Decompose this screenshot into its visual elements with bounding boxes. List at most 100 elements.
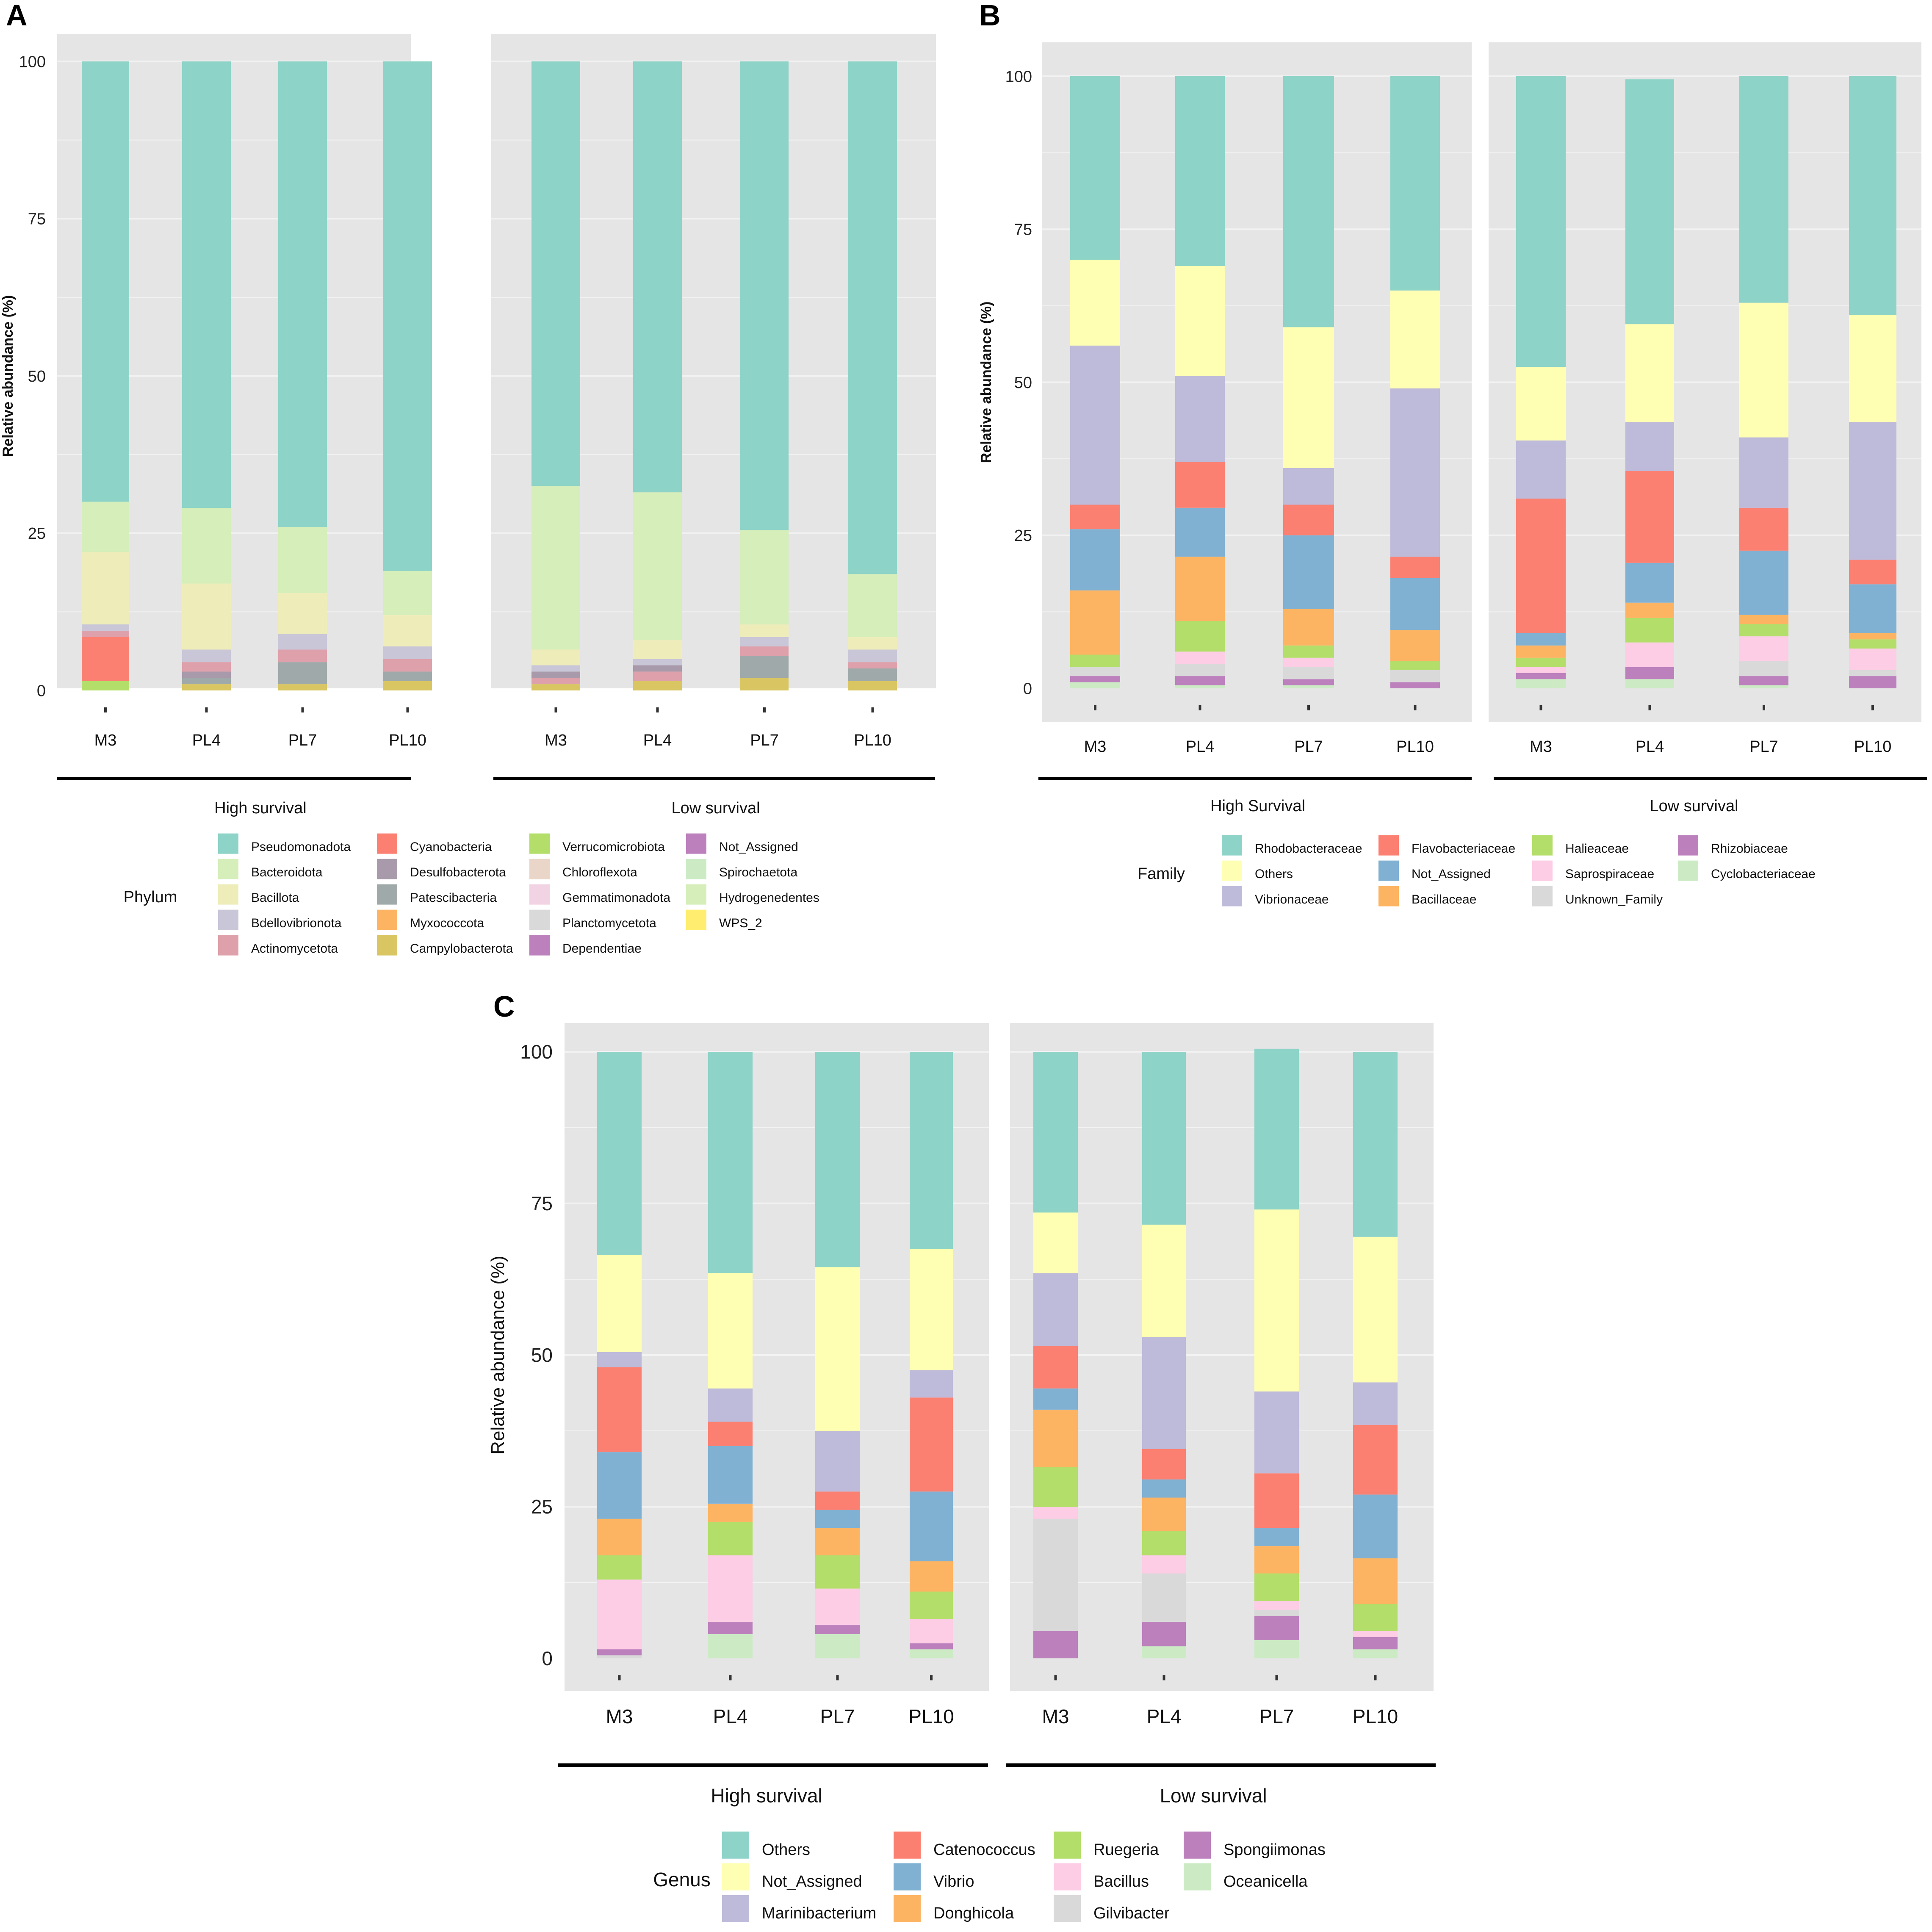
bar-segment-patescibacteria	[278, 662, 327, 685]
bar-segment-marinibacterium	[910, 1370, 953, 1398]
bar-segment-halieaceae	[1390, 660, 1440, 670]
bar-segment-saprospiraceae	[1739, 636, 1788, 661]
bar-segment-spongiimonas	[597, 1649, 642, 1655]
bar-segment-catenococcus	[708, 1422, 753, 1446]
bar-segment-not-assigned	[1142, 1225, 1186, 1337]
bar-segment-bacteroidota	[633, 492, 682, 640]
bar-segment-actinomycetota	[633, 671, 682, 681]
bar-segment-rhizobiaceae	[1516, 673, 1566, 679]
legend-swatch	[894, 1895, 921, 1922]
bar-segment-bacteroidota	[278, 527, 327, 593]
bar-segment-not-assigned	[1739, 550, 1788, 615]
y-axis-title: Relative abundance (%)	[978, 302, 994, 463]
bar-segment-spongiimonas	[1353, 1637, 1398, 1649]
bar-segment-donghicola	[1353, 1558, 1398, 1604]
legend-label: Chloroflexota	[562, 865, 637, 879]
bar-segment-donghicola	[815, 1528, 860, 1555]
bar-segment-rhodobacteraceae	[1283, 76, 1334, 327]
x-tick-label: PL10	[854, 732, 891, 749]
bar-segment-others	[1739, 302, 1788, 438]
legend-swatch	[377, 833, 397, 854]
bar-segment-ruegeria	[910, 1591, 953, 1619]
bar-segment-bacillaceae	[1070, 590, 1120, 655]
legend-label: Vibrionaceae	[1255, 893, 1329, 906]
x-tick-label: PL4	[1636, 738, 1664, 756]
bar-segment-spongiimonas	[815, 1625, 860, 1634]
legend-label: Bacillus	[1093, 1873, 1149, 1890]
bar-segment-catenococcus	[1033, 1346, 1078, 1389]
bar-segment-others	[1353, 1052, 1398, 1237]
bar-segment-unknown-family	[1283, 667, 1334, 679]
bar-segment-not-assigned	[1033, 1212, 1078, 1273]
bar-segment-pseudomonadota	[848, 61, 897, 574]
legend-label: Unknown_Family	[1565, 893, 1663, 906]
bar-segment-catenococcus	[1254, 1473, 1299, 1528]
x-tick-label: M3	[606, 1705, 633, 1727]
bar-segment-vibrionaceae	[1390, 388, 1440, 557]
legend-label: Vibrio	[933, 1873, 974, 1890]
legend-swatch	[377, 909, 397, 930]
bar-segment-ruegeria	[708, 1522, 753, 1555]
bar-segment-bacteroidota	[383, 571, 432, 615]
legend-label: Dependentiae	[562, 942, 642, 956]
bar-segment-cyclobacteriaceae	[1625, 679, 1674, 688]
legend-label: Oceanicella	[1223, 1873, 1308, 1890]
bar-segment-others	[910, 1052, 953, 1249]
legend-swatch	[218, 935, 238, 956]
legend-label: Bacillaceae	[1412, 893, 1476, 906]
y-axis-title: Relative abundance (%)	[487, 1256, 508, 1455]
legend-swatch	[686, 909, 706, 930]
bar-segment-marinibacterium	[1142, 1337, 1186, 1449]
y-tick-label: 0	[37, 682, 46, 700]
legend-swatch	[1184, 1831, 1211, 1859]
bar-segment-campylobacterota	[531, 684, 580, 690]
bar-segment-halieaceae	[1175, 621, 1225, 652]
bar-segment-marinibacterium	[1353, 1382, 1398, 1425]
bar-segment-campylobacterota	[182, 684, 231, 690]
bar-segment-vibrionaceae	[1739, 437, 1788, 508]
bar-segment-unknown-family	[1070, 667, 1120, 676]
bar-segment-vibrio	[1033, 1388, 1078, 1410]
bar-segment-others	[1283, 327, 1334, 468]
legend-swatch	[1532, 886, 1553, 906]
x-tick-label: PL10	[908, 1705, 954, 1727]
bar-segment-bacillota	[82, 552, 129, 625]
bar-segment-bacillaceae	[1849, 633, 1896, 640]
bar-segment-donghicola	[910, 1561, 953, 1592]
bar-segment-bacillota	[278, 593, 327, 634]
legend-label: Bdellovibrionota	[251, 916, 342, 930]
x-tick-label: PL4	[192, 732, 221, 749]
legend-label: Others	[1255, 867, 1293, 881]
bar-segment-pseudomonadota	[278, 61, 327, 527]
bar-segment-pseudomonadota	[531, 61, 580, 486]
y-tick-label: 75	[28, 211, 46, 228]
y-tick-label: 100	[1005, 68, 1032, 86]
bar-segment-catenococcus	[910, 1397, 953, 1492]
bar-segment-rhodobacteraceae	[1849, 76, 1896, 315]
y-tick-label: 0	[1023, 680, 1032, 698]
bar-segment-campylobacterota	[633, 681, 682, 690]
legend-label: Actinomycetota	[251, 942, 338, 956]
bar-segment-flavobacteriaceae	[1739, 507, 1788, 551]
bar-segment-cyanobacteria	[82, 637, 129, 681]
y-tick-label: 50	[1014, 374, 1032, 392]
bar-segment-halieaceae	[1283, 645, 1334, 658]
legend-swatch	[722, 1895, 749, 1922]
group-label: High survival	[711, 1785, 822, 1807]
bar-segment-bacillus	[1353, 1631, 1398, 1637]
bar-segment-marinibacterium	[597, 1352, 642, 1367]
y-axis-title: Relative abundance (%)	[0, 295, 16, 457]
legend-label: Rhizobiaceae	[1711, 842, 1788, 856]
bar-segment-flavobacteriaceae	[1175, 462, 1225, 508]
bar-segment-ruegeria	[597, 1555, 642, 1580]
legend-swatch	[1222, 860, 1242, 881]
bar-segment-saprospiraceae	[1283, 657, 1334, 667]
x-tick-label: M3	[545, 732, 567, 749]
y-tick-label: 25	[531, 1496, 553, 1518]
bar-segment-others	[1033, 1052, 1078, 1213]
bar-segment-bacillaceae	[1283, 609, 1334, 646]
bar-segment-rhizobiaceae	[1175, 676, 1225, 685]
bar-segment-marinibacterium	[1033, 1273, 1078, 1346]
bar-segment-rhodobacteraceae	[1739, 76, 1788, 303]
legend-label: Halieaceae	[1565, 842, 1629, 856]
